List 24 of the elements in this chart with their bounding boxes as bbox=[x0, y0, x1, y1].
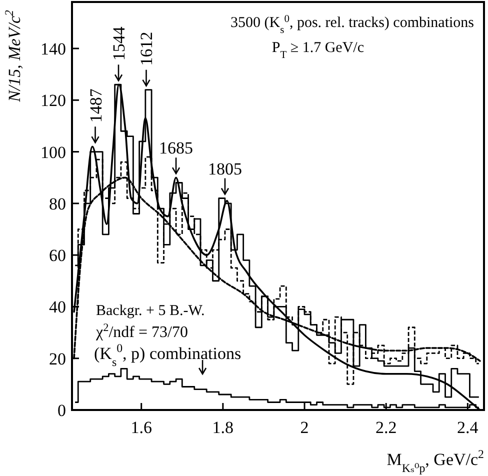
annotation: 1544 bbox=[110, 26, 129, 61]
x-tick-label: 1.8 bbox=[212, 418, 234, 437]
text: P$_{T}$ ≥ 1.7 GeV/c bbox=[272, 40, 364, 60]
annotation: Backgr. + 5 B.-W. bbox=[96, 303, 205, 319]
y-tick-label: 100 bbox=[40, 142, 66, 162]
x-tick-label: 2.2 bbox=[375, 418, 397, 437]
annotation: 1487 bbox=[86, 88, 106, 123]
y-tick-label: 60 bbox=[49, 246, 66, 266]
y-tick-label: 0 bbox=[58, 401, 66, 420]
x-tick-label: 2 bbox=[300, 418, 309, 437]
y-tick-label: 20 bbox=[49, 349, 66, 368]
annotation: χ$^{2}$/ndf = 73/70 bbox=[95, 322, 188, 341]
annotation: 1612 bbox=[137, 32, 156, 66]
y-tick-label: 120 bbox=[40, 91, 66, 110]
y-tick-label: 140 bbox=[40, 39, 66, 58]
y-tick-label: 80 bbox=[49, 194, 66, 214]
x-axis-title: M$_{Kₛ⁰p}$, GeV/c$^{2}$ bbox=[386, 447, 484, 475]
x-tick-label: 1.6 bbox=[130, 418, 152, 437]
annotation: 1805 bbox=[208, 159, 242, 178]
annotation: 1685 bbox=[159, 138, 194, 158]
x-tick-label: 2.4 bbox=[457, 418, 479, 437]
y-tick-label: 40 bbox=[49, 298, 66, 317]
series-label: (K$_{s}$$^{0}$, p) combinations bbox=[94, 341, 242, 369]
text: 3500 (K$_{s}$$^{0}$, pos. rel. tracks) combinations bbox=[230, 14, 474, 36]
